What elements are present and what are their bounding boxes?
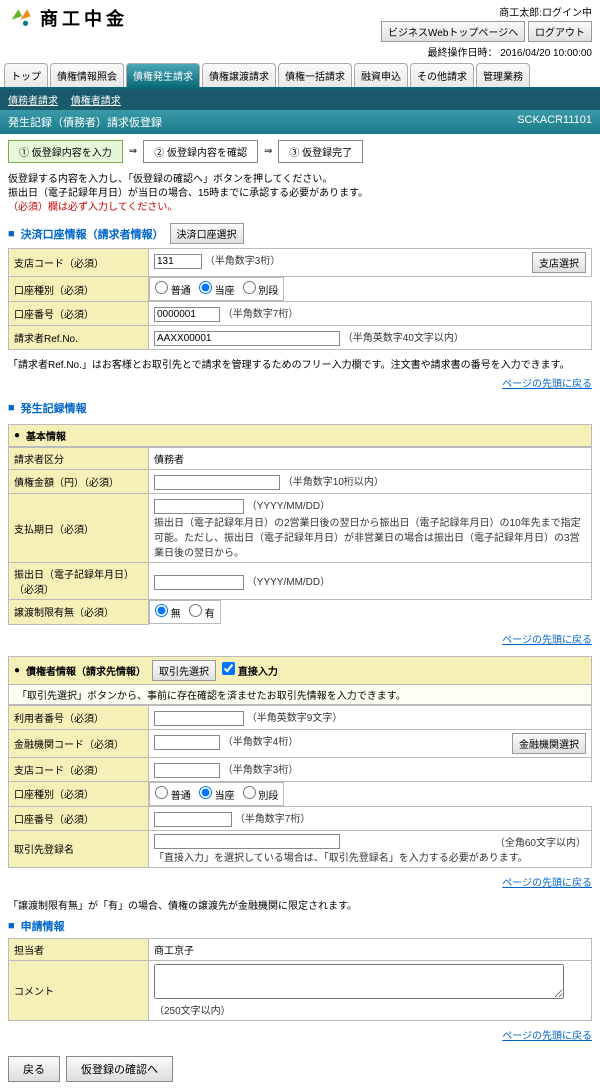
sub-basic: 基本情報 (26, 428, 66, 443)
inp-acctno2[interactable] (154, 812, 232, 827)
sub-creditor: 債権者情報（請求先情報） (26, 663, 146, 678)
tab-2[interactable]: 債権発生請求 (126, 63, 200, 87)
link-top-1[interactable]: ページの先頭に戻る (502, 379, 592, 390)
page-title: 発生記録（債務者）請求仮登録 (8, 114, 162, 130)
inp-dest[interactable] (154, 834, 340, 849)
tab-7[interactable]: 管理業務 (476, 63, 530, 87)
inp-branch[interactable] (154, 254, 202, 269)
logo-icon (8, 4, 36, 32)
btn-branch-select[interactable]: 支店選択 (532, 252, 586, 273)
intro-2: 振出日（電子記録年月日）が当日の場合、15時までに承認する必要があります。 (8, 187, 592, 201)
inp-due[interactable] (154, 499, 244, 514)
step-indicator: ① 仮登録内容を入力⇒② 仮登録内容を確認⇒③ 仮登録完了 (0, 134, 600, 169)
logo: 商工中金 (8, 4, 128, 32)
link-top-2[interactable]: ページの先頭に戻る (502, 635, 592, 646)
sec3-head: 申請情報 (21, 918, 65, 934)
link-top-3[interactable]: ページの先頭に戻る (502, 878, 592, 889)
screen-code: SCKACR11101 (517, 114, 592, 130)
btn-logout[interactable]: ログアウト (528, 21, 592, 42)
lbl-acct-no: 口座番号（必須） (9, 302, 149, 326)
btn-biz-top[interactable]: ビジネスWebトップページへ (381, 21, 525, 42)
tab-3[interactable]: 債権譲渡請求 (202, 63, 276, 87)
sec1-head: 決済口座情報（請求者情報） (21, 226, 164, 242)
intro-3: （必須）欄は必ず入力してください。 (8, 202, 177, 213)
step-1: ② 仮登録内容を確認 (143, 140, 258, 163)
company-name: 商工中金 (40, 5, 128, 31)
ref-footnote: 「請求者Ref.No.」はお客様とお取引先とで請求を管理するためのフリー入力欄で… (0, 354, 600, 373)
main-nav: トップ債権情報照会債権発生請求債権譲渡請求債権一括請求融資申込その他請求管理業務 (0, 63, 600, 89)
tab-5[interactable]: 融資申込 (354, 63, 408, 87)
tab-4[interactable]: 債権一括請求 (278, 63, 352, 87)
last-op-label: 最終操作日時： (427, 48, 497, 59)
btn-back[interactable]: 戻る (8, 1056, 60, 1082)
subnav-debtor[interactable]: 債務者請求 (8, 96, 58, 107)
lbl-branch: 支店コード（必須） (9, 249, 149, 277)
lbl-acct-type: 口座種別（必須） (9, 277, 149, 302)
inp-ref[interactable] (154, 331, 340, 346)
inp-amount[interactable] (154, 475, 280, 490)
btn-settlement-select[interactable]: 決済口座選択 (170, 223, 244, 244)
sub-nav: 債務者請求 債権者請求 (0, 89, 600, 110)
user-status: 商工太郎:ログイン中 (381, 4, 592, 19)
tab-6[interactable]: その他請求 (410, 63, 474, 87)
inp-fi[interactable] (154, 735, 220, 750)
btn-confirm[interactable]: 仮登録の確認へ (66, 1056, 173, 1082)
btn-fi-select[interactable]: 金融機関選択 (512, 733, 586, 754)
step-2: ③ 仮登録完了 (278, 140, 363, 163)
inp-issue[interactable] (154, 575, 244, 590)
inp-acct-no[interactable] (154, 307, 220, 322)
tab-1[interactable]: 債権情報照会 (50, 63, 124, 87)
subnav-creditor[interactable]: 債権者請求 (71, 96, 121, 107)
last-op-time: 2016/04/20 10:00:00 (500, 48, 592, 59)
inp-comment[interactable] (154, 964, 564, 999)
tab-0[interactable]: トップ (4, 63, 48, 87)
chk-direct (222, 662, 235, 675)
step-0: ① 仮登録内容を入力 (8, 140, 123, 163)
link-top-4[interactable]: ページの先頭に戻る (502, 1031, 592, 1042)
inp-branch2[interactable] (154, 763, 220, 778)
inp-userno[interactable] (154, 711, 244, 726)
intro-1: 仮登録する内容を入力し、「仮登録の確認へ」ボタンを押してください。 (8, 173, 592, 187)
sec2-head: 発生記録情報 (21, 400, 87, 416)
btn-dest-select[interactable]: 取引先選択 (152, 660, 216, 681)
lbl-ref: 請求者Ref.No. (9, 326, 149, 350)
